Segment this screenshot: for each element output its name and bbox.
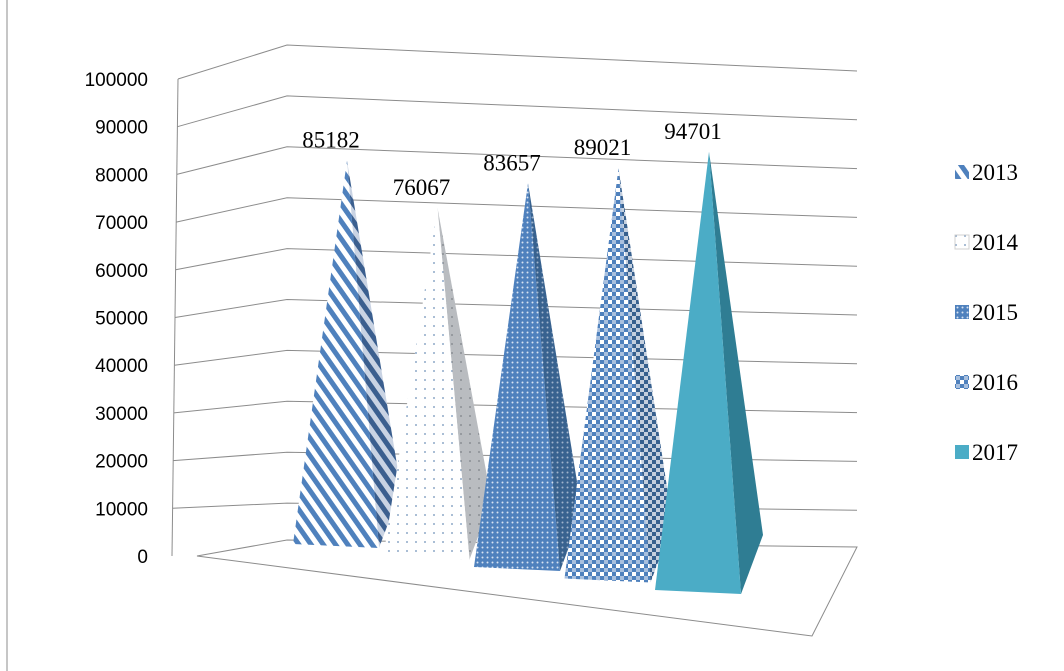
y-tick-label: 20000: [95, 452, 148, 473]
y-tick-label: 70000: [95, 213, 148, 234]
y-tick-label: 50000: [95, 309, 148, 330]
y-tick-label: 10000: [95, 499, 148, 520]
data-label: 83657: [483, 150, 541, 175]
legend-swatch: [955, 305, 969, 319]
legend-item: 2014: [954, 230, 1019, 255]
y-axis: 0 10000 20000 30000 40000 50000 60000 70000 8000…: [85, 70, 148, 568]
gridline: [177, 44, 858, 80]
legend-swatch: [954, 234, 970, 250]
legend-swatch: [955, 165, 969, 179]
pyramid-side-face: [347, 160, 401, 548]
data-label: 76067: [393, 175, 451, 200]
data-label: 94701: [664, 119, 722, 144]
y-tick-label: 0: [137, 547, 148, 568]
pyramid-front-face: [655, 151, 741, 594]
legend-label: 2017: [972, 440, 1018, 465]
y-tick-label: 80000: [95, 165, 148, 186]
gridline: [174, 298, 858, 318]
gridline: [174, 349, 858, 366]
pyramid-2013: [293, 160, 401, 548]
pyramid-2016: [564, 168, 673, 583]
pyramid-front-face: [564, 168, 651, 583]
data-label: 85182: [302, 128, 360, 153]
pyramid-front-face: [293, 160, 379, 548]
gridline: [176, 197, 858, 223]
legend-item: 2015: [955, 300, 1018, 325]
legend-item: 2016: [955, 370, 1018, 395]
legend-label: 2014: [972, 230, 1019, 255]
pyramid-2015: [474, 183, 582, 571]
pyramid-front-face: [474, 183, 560, 571]
y-tick-label: 60000: [95, 261, 148, 282]
gridline: [173, 400, 858, 414]
gridline: [173, 451, 858, 462]
pyramid-side-face: [709, 151, 763, 594]
y-tick-label: 40000: [95, 356, 148, 377]
gridline: [177, 95, 858, 128]
pyramid-side-face: [528, 183, 582, 571]
pyramid-side-face: [618, 168, 673, 583]
y-axis-line: [171, 78, 179, 557]
gridlines: [171, 44, 858, 557]
data-label: 89021: [574, 135, 632, 160]
legend-label: 2013: [972, 160, 1018, 185]
pyramid-2017: [655, 151, 763, 594]
y-tick-label: 90000: [95, 118, 148, 139]
legend-swatch: [955, 375, 969, 389]
y-tick-label: 30000: [95, 404, 148, 425]
gridline: [175, 248, 858, 271]
legend-item: 2013: [955, 160, 1018, 185]
pyramid-side-face: [437, 207, 492, 560]
y-tick-label: 100000: [85, 70, 148, 91]
data-labels: 85182 76067 83657 89021 94701: [302, 119, 722, 200]
legend-label: 2015: [972, 300, 1018, 325]
gridline: [176, 146, 858, 175]
legend-item: 2017: [955, 440, 1018, 465]
legend-label: 2016: [972, 370, 1018, 395]
legend-swatch: [955, 445, 969, 459]
pyramid-2014: [383, 207, 492, 560]
pyramid-series: [293, 151, 763, 594]
pyramid-front-face: [383, 207, 470, 560]
legend: 2013 2014 2015 2016 2017: [954, 160, 1019, 465]
